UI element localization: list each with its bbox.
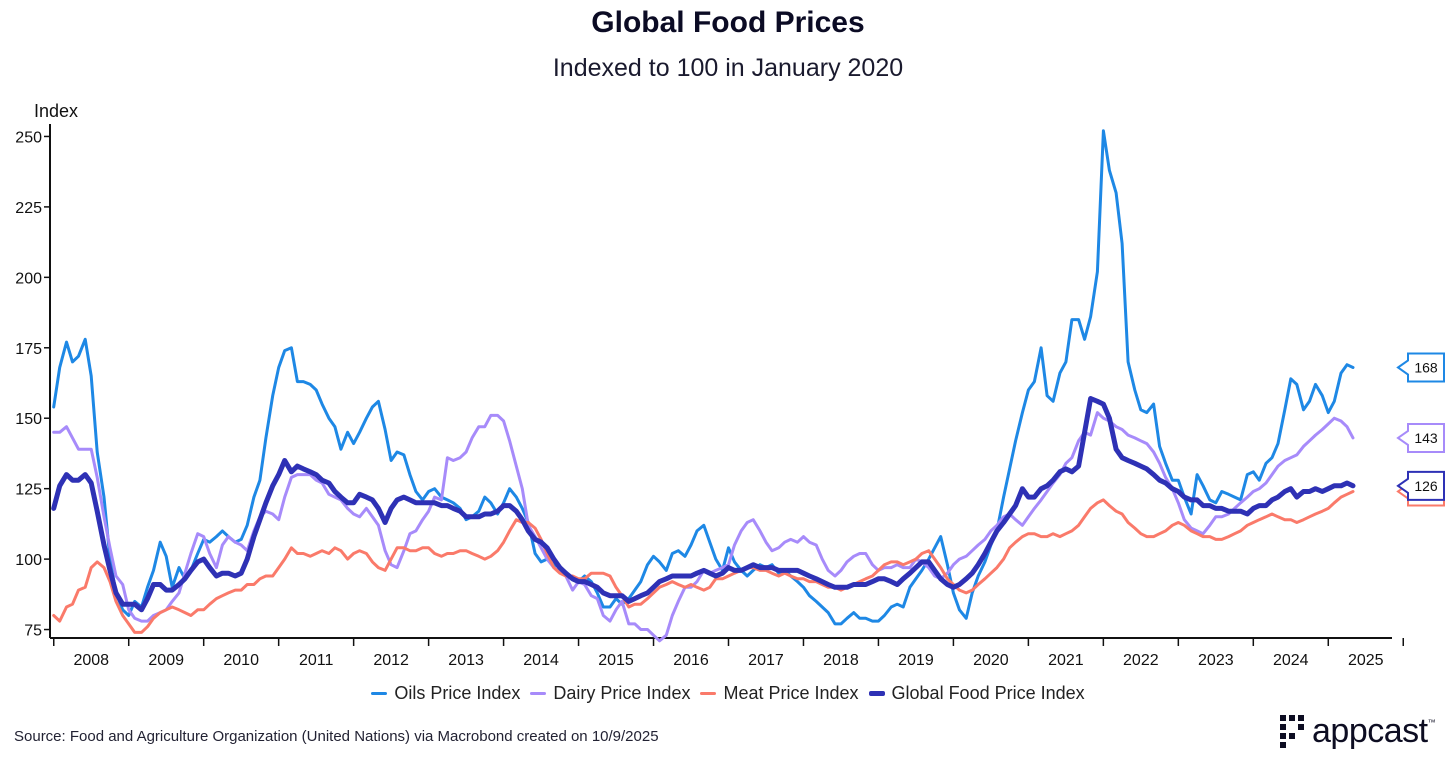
x-tick-label: 2009: [148, 652, 184, 669]
x-tick-label: 2014: [523, 652, 559, 669]
legend-label: Dairy Price Index: [553, 683, 691, 703]
legend-swatch: [868, 691, 885, 696]
x-tick-label: 2017: [748, 652, 784, 669]
global-food-price-index-end-value: 126: [1414, 478, 1438, 494]
x-tick-label: 2010: [223, 652, 259, 669]
legend-label: Global Food Price Index: [891, 683, 1085, 703]
legend-swatch: [700, 692, 717, 695]
x-tick-label: 2024: [1273, 652, 1309, 669]
y-tick-label: 200: [15, 270, 42, 287]
x-tick-label: 2008: [73, 652, 109, 669]
y-tick-label: 175: [15, 341, 42, 358]
y-tick-label: 150: [15, 411, 42, 428]
x-tick-label: 2013: [448, 652, 484, 669]
x-tick-label: 2023: [1198, 652, 1234, 669]
oils-price-index-line: [52, 129, 1355, 626]
x-tick-label: 2012: [373, 652, 409, 669]
legend-item-dairy-price-index: Dairy Price Index: [530, 683, 690, 704]
global-food-price-index-line: [51, 396, 1356, 613]
y-tick-label: 75: [24, 623, 42, 640]
y-axis-label: Index: [34, 101, 78, 121]
dairy-price-index-end-tag: [1396, 422, 1445, 453]
source-note: Source: Food and Agriculture Organizatio…: [14, 728, 659, 745]
x-tick-label: 2016: [673, 652, 709, 669]
oils-price-index-end-tag: [1396, 352, 1445, 383]
y-tick-label: 225: [15, 200, 42, 217]
x-tick-label: 2019: [898, 652, 934, 669]
legend-item-meat-price-index: Meat Price Index: [700, 683, 859, 704]
y-tick-label: 100: [15, 552, 42, 569]
appcast-logo-text: appcast: [1312, 712, 1428, 750]
series-group: [51, 129, 1356, 643]
legend-swatch: [371, 692, 388, 695]
x-tick-label: 2011: [299, 652, 334, 669]
legend-label: Meat Price Index: [723, 683, 859, 703]
x-tick-label: 2022: [1123, 652, 1159, 669]
trademark-mark: ™: [1427, 718, 1436, 727]
legend-item-global-food-price-index: Global Food Price Index: [868, 683, 1085, 704]
y-tick-label: 125: [15, 482, 42, 499]
x-tick-label: 2015: [598, 652, 634, 669]
chart-title: Global Food Prices: [591, 6, 865, 39]
appcast-logo: appcast ™: [1280, 712, 1436, 751]
end-labels: 168143124126: [1396, 352, 1445, 507]
legend-swatch: [530, 692, 547, 695]
legend-label: Oils Price Index: [394, 683, 521, 703]
global-food-price-index-end-tag: [1396, 470, 1445, 501]
x-tick-label: 2020: [973, 652, 1009, 669]
oils-price-index-end-value: 168: [1414, 360, 1438, 376]
legend: Oils Price Index Dairy Price Index Meat Pr…: [0, 683, 1456, 704]
line-chart: Index 75 100 125 150 175 200 225 250 2008 2009 201…: [15, 101, 1445, 669]
axes: 75 100 125 150 175 200 225 250 2008 2009 2010 2011 2…: [15, 124, 1404, 669]
dairy-price-index-end-value: 143: [1414, 430, 1438, 446]
x-tick-label: 2018: [823, 652, 859, 669]
legend-item-oils-price-index: Oils Price Index: [371, 683, 520, 704]
y-tick-label: 250: [15, 129, 42, 146]
x-tick-label: 2021: [1048, 652, 1084, 669]
x-tick-label: 2025: [1348, 652, 1384, 669]
appcast-logo-mark-icon: [1280, 715, 1304, 748]
chart-subtitle: Indexed to 100 in January 2020: [552, 54, 904, 82]
meat-price-index-line: [52, 490, 1355, 634]
